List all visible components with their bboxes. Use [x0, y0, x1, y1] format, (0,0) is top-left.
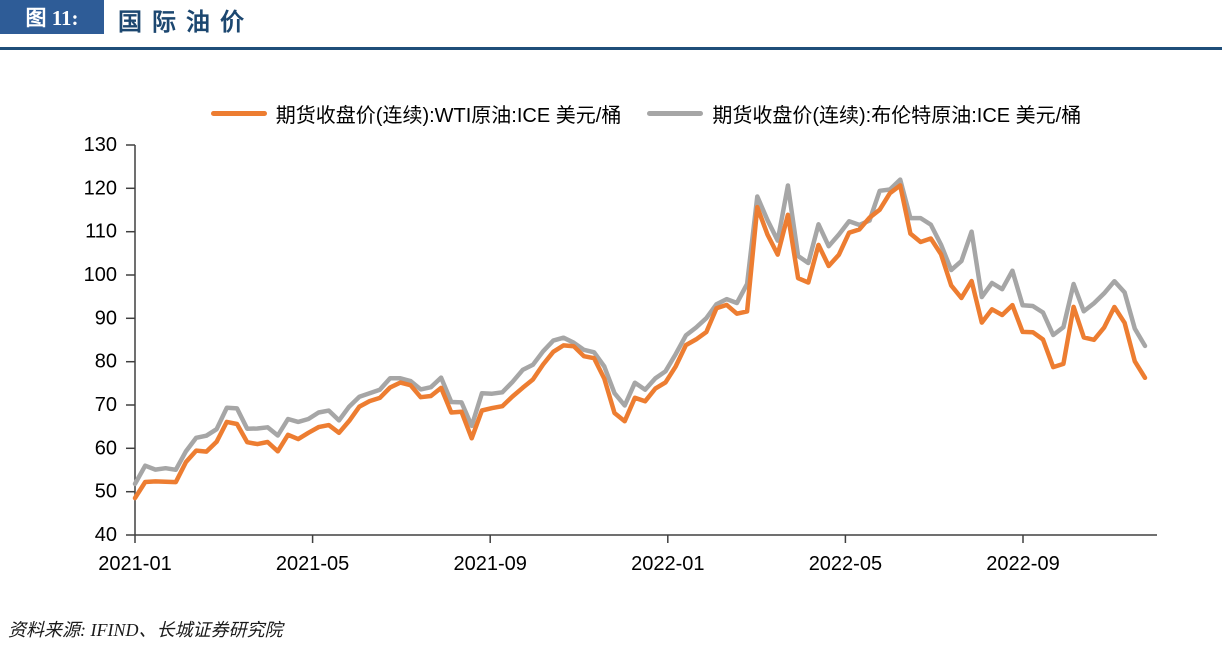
chart-legend: 期货收盘价(连续):WTI原油:ICE 美元/桶 期货收盘价(连续):布伦特原油… [135, 99, 1157, 128]
y-axis-tick-label: 90 [95, 307, 117, 329]
y-axis-tick-label: 50 [95, 481, 117, 503]
wti-line-swatch [210, 111, 267, 116]
x-axis-tick-label: 2021-01 [98, 553, 171, 575]
figure-number-badge: 图 11: [0, 0, 104, 34]
x-axis-tick-label: 2021-05 [276, 553, 349, 575]
x-axis-tick-label: 2022-01 [631, 553, 704, 575]
figure-title: 国际油价 [118, 9, 254, 36]
axes [126, 144, 1157, 543]
brent-line-swatch [647, 111, 704, 116]
x-axis-tick-label: 2021-09 [453, 553, 526, 575]
y-axis-tick-label: 120 [84, 177, 117, 199]
y-axis-tick-label: 40 [95, 524, 117, 546]
x-axis-tick-label: 2022-09 [986, 553, 1059, 575]
brent-line [132, 177, 1148, 487]
y-axis-tick-label: 110 [85, 221, 117, 243]
y-axis-labels: 40 50 60 70 80 90 100 110 120 130 [84, 134, 117, 546]
y-axis-tick-label: 80 [95, 351, 117, 373]
legend-item-wti: 期货收盘价(连续):WTI原油:ICE 美元/桶 [210, 99, 622, 128]
legend-item-brent: 期货收盘价(连续):布伦特原油:ICE 美元/桶 [647, 99, 1081, 128]
x-axis-labels: 2021-01 2021-05 2021-09 2022-01 2022-05 2022-… [98, 553, 1059, 575]
header-divider [0, 47, 1222, 50]
y-axis-tick-label: 130 [84, 134, 117, 156]
y-axis-tick-label: 100 [84, 264, 117, 286]
x-axis-tick-label: 2022-05 [809, 553, 882, 575]
legend-label-wti: 期货收盘价(连续):WTI原油:ICE 美元/桶 [275, 105, 622, 127]
source-note: 资料来源: IFIND、长城证券研究院 [8, 620, 283, 640]
legend-label-brent: 期货收盘价(连续):布伦特原油:ICE 美元/桶 [712, 105, 1082, 127]
wti-line [132, 183, 1148, 501]
y-axis-tick-label: 60 [95, 437, 117, 459]
y-axis-tick-label: 70 [95, 394, 117, 416]
